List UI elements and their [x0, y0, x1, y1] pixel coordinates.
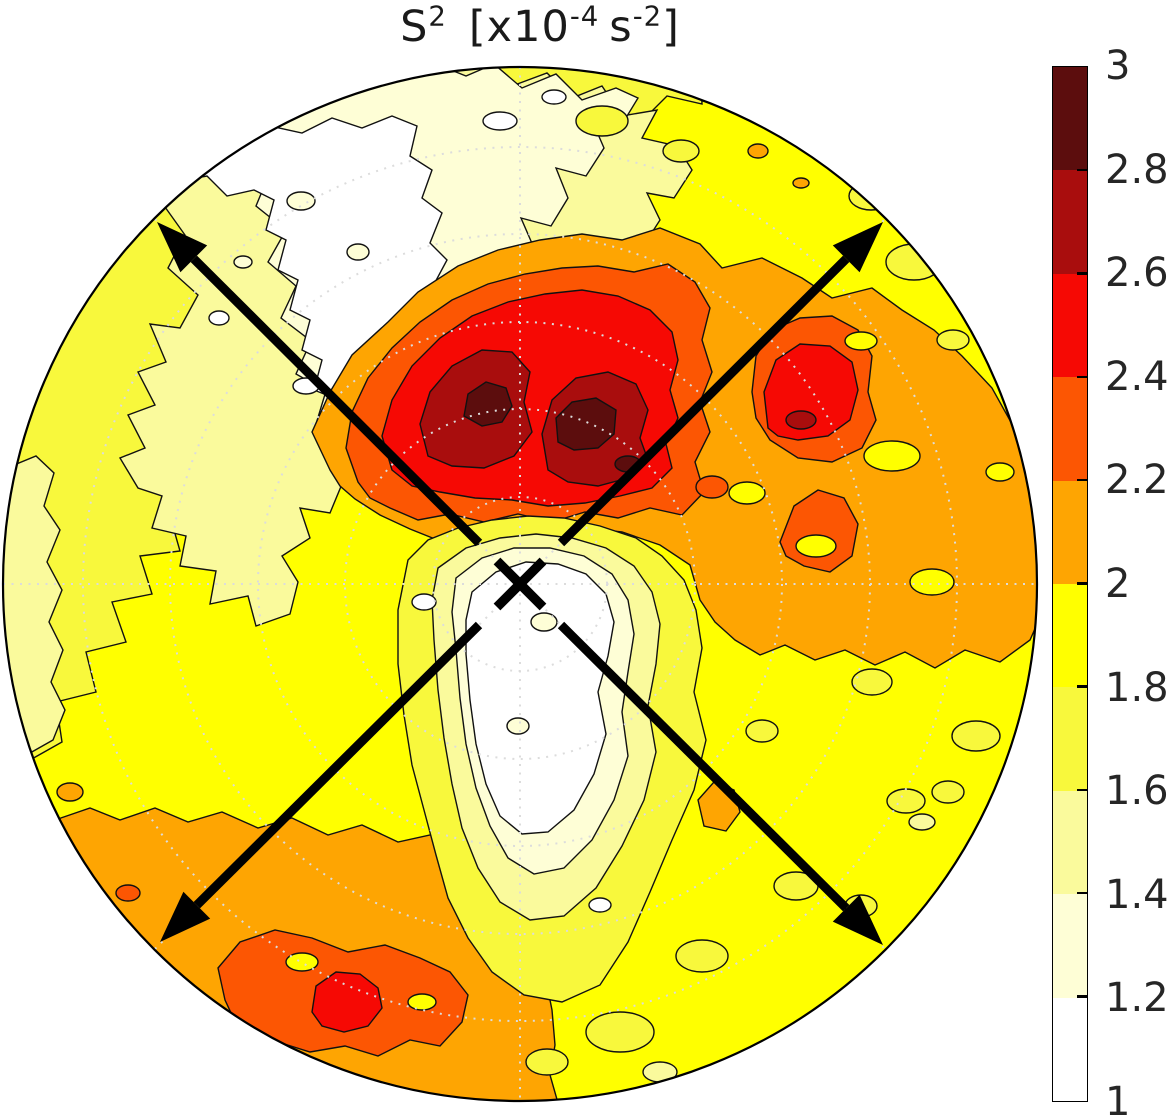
colorbar-label: 1: [1105, 1079, 1131, 1117]
colorbar-segment: [1053, 894, 1087, 998]
contour-island: [575, 105, 629, 137]
title-variable: S: [400, 2, 429, 52]
contour-island: [851, 668, 893, 696]
diagonal-arrows: [157, 222, 883, 945]
contour-island: [936, 329, 970, 351]
contour-island: [844, 331, 878, 351]
contour-island: [662, 139, 700, 163]
contour-island: [951, 720, 1001, 752]
contour-island: [407, 993, 437, 1011]
contour-island: [346, 243, 370, 261]
contour-island: [728, 481, 766, 505]
title-unit-exp1: -4: [569, 0, 600, 33]
colorbar-segment: [1053, 584, 1087, 688]
arrowhead-ne: [832, 222, 883, 273]
contour-island: [747, 143, 769, 159]
colorbar-tick: [1077, 169, 1087, 172]
colorbar-label: 1.4: [1105, 871, 1167, 918]
contour-island: [909, 568, 955, 596]
contour-region-sw-red: [311, 971, 383, 1033]
colorbar-segment: [1053, 67, 1087, 171]
colorbar-label: 1.2: [1105, 975, 1167, 1022]
arrowhead-nw: [157, 222, 208, 273]
title-unit-seconds: s: [609, 2, 633, 52]
contour-region-west-pale-strip: [3, 455, 66, 754]
colorbar-label: 3: [1105, 43, 1131, 89]
contour-region-maximum-maroon-1: [463, 381, 513, 427]
contour-island: [585, 1011, 655, 1053]
colorbar-tick: [1077, 478, 1087, 482]
contour-island: [985, 462, 1015, 482]
contour-island: [506, 717, 530, 735]
contour-island: [675, 939, 729, 973]
contour-island: [931, 780, 965, 804]
contour-island: [863, 440, 921, 472]
arrowhead-se: [832, 894, 883, 945]
contour-island: [695, 475, 729, 499]
title-variable-exponent: 2: [428, 0, 447, 33]
title-unit-exp2: -2: [632, 0, 663, 33]
colorbar-label: 2.2: [1105, 457, 1167, 504]
contour-island: [208, 310, 230, 326]
contour-island: [525, 1048, 569, 1076]
colorbar-segment: [1053, 273, 1087, 378]
colorbar-tick: [1077, 995, 1087, 998]
contour-island: [541, 89, 567, 105]
contour-island: [482, 111, 518, 131]
arrow-shaft-nw: [190, 255, 483, 547]
colorbar-tick: [1077, 685, 1087, 688]
contour-island: [285, 952, 319, 972]
title-unit-open: [x10: [468, 2, 570, 52]
arrow-shaft-sw: [193, 621, 483, 909]
contour-region-maximum-maroon-2: [555, 397, 617, 451]
plot-circle-outline: [1, 65, 1039, 1103]
colorbar-tick: [1077, 892, 1087, 895]
colorbar-label: 2.6: [1105, 250, 1167, 297]
center-x-marker: [493, 557, 547, 611]
colorbar-label: 2: [1105, 561, 1131, 607]
colorbar-segment: [1053, 377, 1087, 481]
arrowhead-sw: [160, 891, 211, 942]
colorbar-label: 1.6: [1105, 768, 1167, 815]
colorbar-segment: [1053, 790, 1087, 895]
colorbar-tick: [1077, 582, 1087, 585]
colorbar-segment: [1053, 687, 1087, 791]
contour-island: [745, 719, 779, 743]
arrow-shaft-ne: [557, 255, 850, 547]
colorbar-label: 1.8: [1105, 664, 1167, 711]
contour-region-center-white: [465, 561, 615, 835]
colorbar-label: 2.4: [1105, 353, 1167, 400]
contour-island: [795, 534, 837, 558]
title-unit-close: ]: [662, 2, 680, 52]
contour-island: [115, 884, 141, 902]
contour-island: [286, 191, 316, 211]
contour-island: [886, 788, 926, 814]
colorbar-tick: [1077, 272, 1087, 275]
plot-title: S2 [x10-4 s-2]: [0, 2, 1080, 52]
contour-island: [411, 593, 437, 611]
colorbar-segment: [1053, 997, 1087, 1102]
colorbar-segment: [1053, 170, 1087, 274]
colorbar-segment: [1053, 480, 1087, 585]
contour-island: [588, 897, 612, 913]
colorbar-label: 2.8: [1105, 146, 1167, 193]
contour-island: [785, 410, 817, 430]
colorbar: [1052, 66, 1088, 1102]
contour-island: [530, 612, 558, 632]
colorbar-tick: [1077, 375, 1087, 379]
colorbar-tick: [1077, 788, 1087, 792]
polar-grid-ring: [344, 408, 696, 760]
contour-island: [56, 782, 84, 802]
contour-island: [908, 813, 936, 831]
contour-island: [792, 177, 810, 189]
colorbar-labels: 3 2.8 2.6 2.4 2.2 2 1.8 1.6 1.4 1.2 1: [1097, 43, 1167, 1117]
arrow-shaft-se: [557, 621, 850, 912]
contour-island: [233, 255, 253, 269]
